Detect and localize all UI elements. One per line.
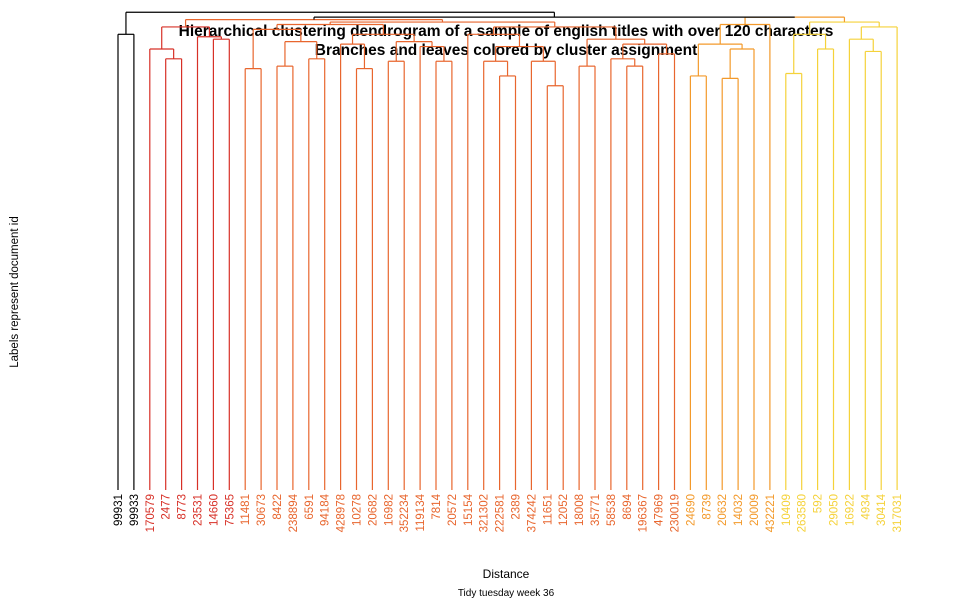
caption: Tidy tuesday week 36: [457, 588, 555, 599]
leaf-label: 12052: [558, 494, 570, 526]
leaf-label: 20572: [447, 494, 459, 526]
leaf-label: 18008: [574, 494, 586, 526]
leaf-label: 592: [813, 494, 825, 513]
leaf-label: 99931: [113, 494, 125, 526]
leaf-label: 321302: [479, 494, 491, 532]
leaf-label: 7814: [431, 493, 443, 519]
leaf-label: 2477: [161, 494, 173, 520]
leaf-label: 230019: [670, 494, 682, 532]
leaf-label: 352234: [399, 493, 411, 532]
leaf-label: 29050: [829, 494, 841, 526]
leaf-label: 2389: [511, 494, 523, 520]
leaf-label: 6591: [304, 494, 316, 520]
leaf-label: 99933: [129, 494, 141, 526]
x-axis-label: Distance: [482, 567, 530, 581]
leaf-label: 11481: [240, 494, 252, 525]
leaf-label: 24690: [685, 494, 697, 526]
chart-subtitle: Branches and leaves colored by cluster a…: [314, 42, 698, 59]
leaf-label: 35771: [590, 494, 602, 526]
leaf-label: 263580: [797, 494, 809, 532]
leaf-label: 30414: [876, 493, 888, 526]
leaf-label: 8773: [177, 494, 189, 520]
leaf-label: 238894: [288, 493, 300, 532]
y-axis-label: Labels represent document id: [9, 216, 21, 368]
leaf-label: 4934: [860, 493, 872, 519]
leaf-label: 119134: [415, 493, 427, 531]
leaf-label: 432221: [765, 494, 777, 532]
leaf-label: 94184: [320, 493, 332, 526]
leaf-label: 20009: [749, 494, 761, 526]
leaf-label: 170579: [145, 494, 157, 532]
leaf-label: 20632: [717, 494, 729, 526]
leaf-label: 222581: [495, 494, 507, 532]
leaf-label: 23531: [193, 494, 205, 526]
leaf-label: 317031: [892, 494, 904, 532]
leaf-label: 10278: [352, 494, 364, 526]
leaf-label: 14660: [208, 494, 220, 526]
leaf-label: 8739: [701, 494, 713, 520]
leaf-label: 20682: [367, 494, 379, 526]
leaf-label: 196367: [638, 494, 650, 532]
leaf-label: 10409: [781, 494, 793, 526]
leaf-label: 75365: [224, 494, 236, 526]
leaf-label: 14032: [733, 494, 745, 526]
leaf-label: 8422: [272, 494, 284, 520]
leaf-label: 47969: [654, 494, 666, 526]
leaf-label: 8694: [622, 493, 634, 519]
leaf-label: 428978: [336, 494, 348, 532]
leaf-label: 30673: [256, 494, 268, 526]
leaf-label: 16982: [383, 494, 395, 526]
chart-title: Hierarchical clustering dendrogram of a …: [178, 23, 834, 40]
leaf-label: 374242: [526, 494, 538, 532]
leaf-label: 16922: [844, 494, 856, 526]
leaf-label: 15154: [463, 493, 475, 526]
leaf-label: 11651: [542, 494, 554, 525]
leaf-label: 58538: [606, 494, 618, 526]
